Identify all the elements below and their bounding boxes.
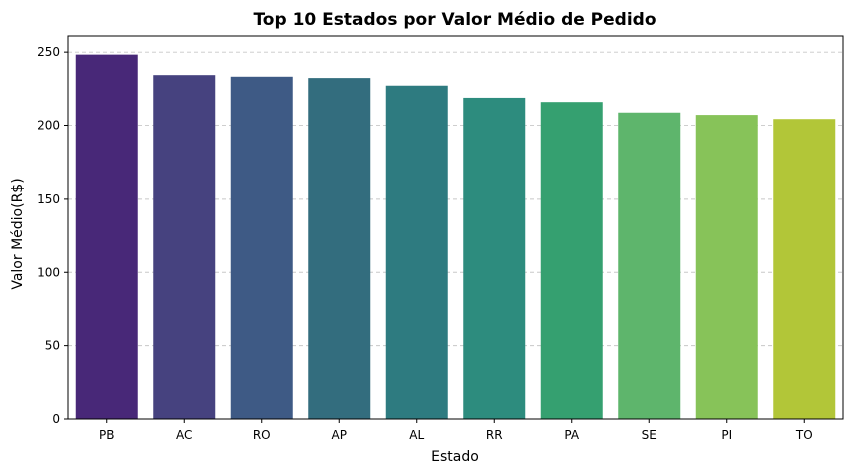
x-axis-ticks: PB AC RO AP AL RR PA SE PI TO bbox=[99, 419, 813, 442]
bar-ac bbox=[153, 75, 216, 420]
y-axis-ticks: 0 50 100 150 200 250 bbox=[37, 45, 68, 426]
bar-pb bbox=[75, 54, 138, 419]
x-axis-title: Estado bbox=[431, 449, 479, 465]
bar-al bbox=[385, 85, 448, 420]
y-tick-label-100: 100 bbox=[37, 265, 60, 279]
bar-ap bbox=[308, 78, 371, 419]
y-tick-label-200: 200 bbox=[37, 119, 60, 133]
axes bbox=[67, 35, 844, 420]
y-tick-label-0: 0 bbox=[52, 412, 60, 426]
x-tick-label-to: TO bbox=[795, 428, 813, 442]
y-axis-title: Valor Médio(R$) bbox=[10, 178, 26, 289]
x-tick-label-pi: PI bbox=[721, 428, 732, 442]
bar-pi bbox=[695, 115, 758, 419]
plot-frame bbox=[67, 35, 844, 420]
y-tick-label-250: 250 bbox=[37, 45, 60, 59]
x-tick-label-ro: RO bbox=[253, 428, 271, 442]
x-tick-label-ac: AC bbox=[176, 428, 192, 442]
x-tick-label-al: AL bbox=[409, 428, 424, 442]
y-tick-label-50: 50 bbox=[45, 339, 60, 353]
x-tick-label-pa: PA bbox=[564, 428, 579, 442]
chart-title: Top 10 Estados por Valor Médio de Pedido bbox=[253, 10, 656, 30]
x-tick-label-ap: AP bbox=[332, 428, 347, 442]
x-tick-label-rr: RR bbox=[486, 428, 503, 442]
x-tick-label-pb: PB bbox=[99, 428, 114, 442]
bars bbox=[75, 54, 836, 420]
bar-se bbox=[618, 112, 681, 420]
x-tick-label-se: SE bbox=[642, 428, 657, 442]
y-tick-label-150: 150 bbox=[37, 192, 60, 206]
bar-pa bbox=[540, 102, 603, 420]
bar-rr bbox=[463, 97, 526, 420]
bar-to bbox=[773, 119, 836, 420]
bar-ro bbox=[230, 76, 293, 419]
